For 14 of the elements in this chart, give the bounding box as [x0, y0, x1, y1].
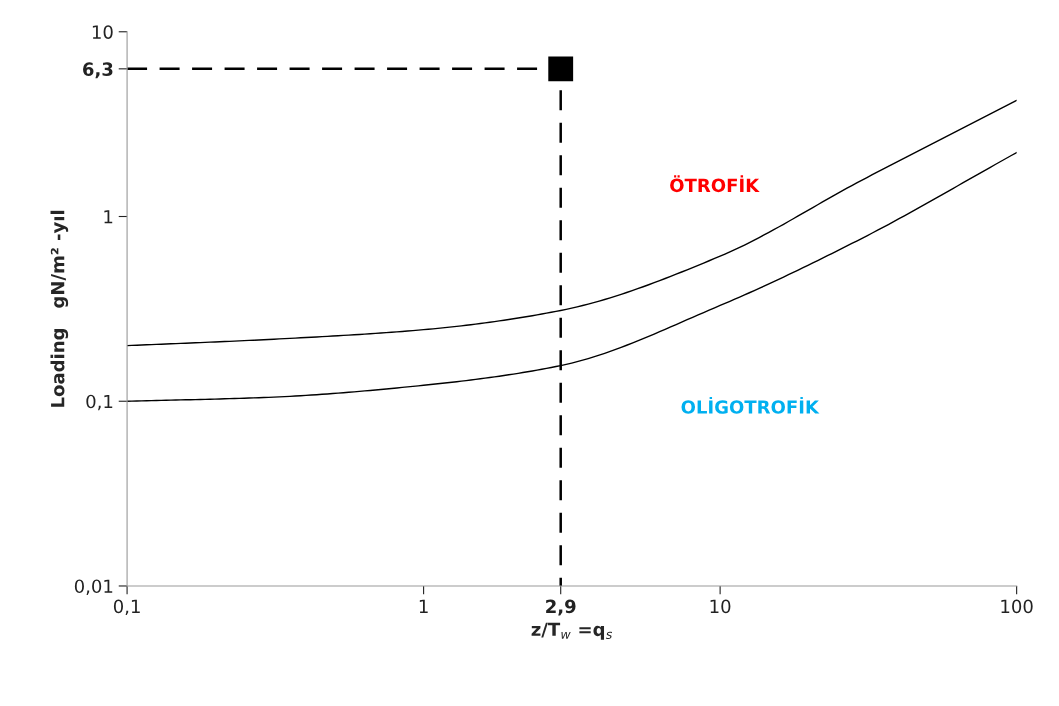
- x-tick-label: 100: [1001, 599, 1033, 614]
- annotation: ÖTROFİK: [670, 175, 760, 193]
- y-tick-label: 1: [104, 210, 113, 224]
- x-axis-title: z/T$_{w}$ =q$_{s}$: [531, 622, 613, 640]
- y-tick-label: 10: [92, 25, 113, 39]
- x-tick-label: 2,9: [546, 599, 576, 616]
- x-tick-label: 1: [419, 599, 428, 613]
- y-tick-label: 0,01: [74, 579, 113, 595]
- x-tick-label: 10: [710, 599, 731, 614]
- y-tick-label: 0,1: [86, 394, 113, 411]
- x-tick-label: 0,1: [113, 599, 140, 615]
- y-tick-label: 6,3: [83, 62, 113, 79]
- annotation: OLİGOTROFİK: [681, 396, 820, 414]
- y-axis-title: Loading gN/m² -yıl: [50, 210, 69, 407]
